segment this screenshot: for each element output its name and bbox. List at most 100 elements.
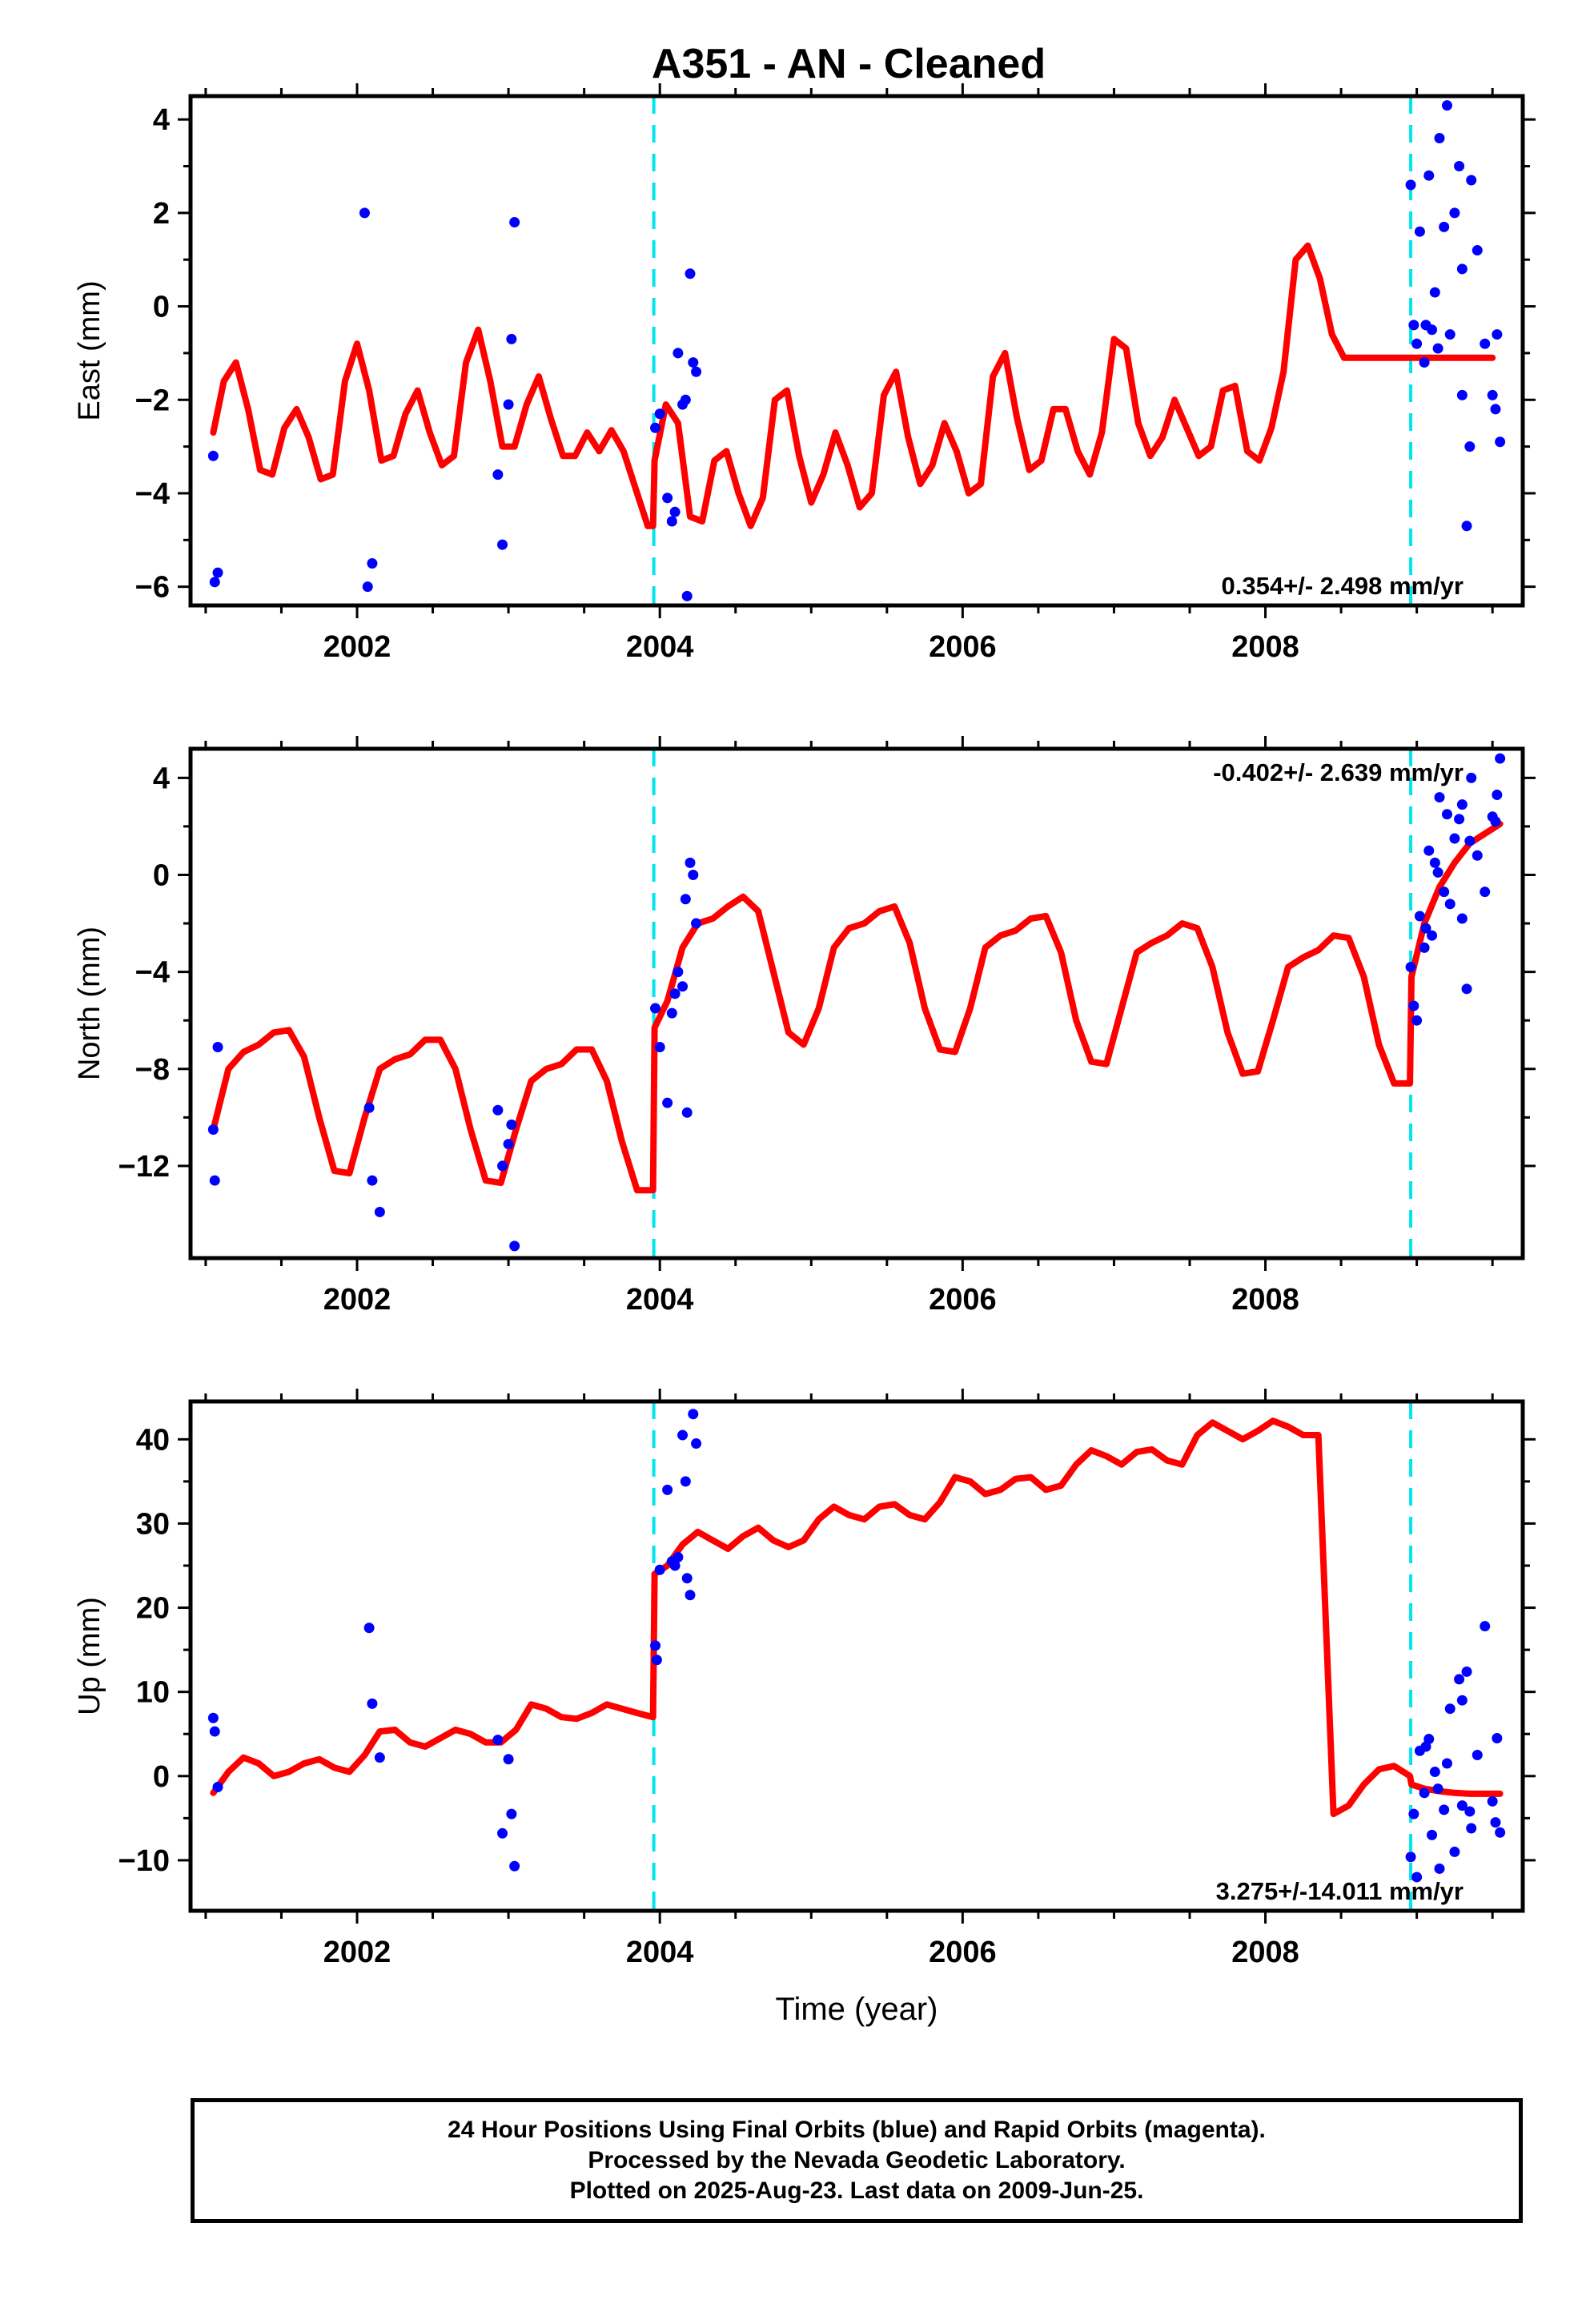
data-point bbox=[497, 1160, 508, 1172]
rate-label: -0.402+/- 2.639 mm/yr bbox=[1213, 758, 1464, 786]
y-tick-label: −8 bbox=[135, 1053, 170, 1087]
data-point bbox=[1432, 1783, 1443, 1795]
data-point bbox=[1466, 175, 1477, 186]
x-tick-label: 2004 bbox=[626, 630, 694, 664]
data-point bbox=[209, 1726, 220, 1737]
data-point bbox=[503, 399, 514, 410]
data-point bbox=[654, 1042, 665, 1053]
data-point bbox=[1414, 226, 1425, 237]
plot-frame bbox=[188, 1399, 1525, 1913]
data-point bbox=[1427, 930, 1438, 941]
data-point bbox=[681, 1573, 693, 1584]
data-point bbox=[509, 1860, 520, 1872]
data-point bbox=[1464, 441, 1476, 452]
y-tick-label: 40 bbox=[136, 1423, 170, 1457]
data-point bbox=[669, 1560, 681, 1571]
data-point bbox=[367, 1698, 378, 1709]
data-point bbox=[497, 1827, 508, 1839]
data-point bbox=[1456, 1695, 1468, 1706]
data-point bbox=[1405, 179, 1416, 191]
data-point bbox=[654, 1564, 665, 1575]
data-point bbox=[492, 1735, 504, 1746]
y-axis-label: Up (mm) bbox=[73, 1597, 106, 1715]
data-point bbox=[1492, 790, 1503, 801]
data-point bbox=[367, 557, 378, 569]
data-point bbox=[1444, 1703, 1456, 1715]
plot-frame bbox=[188, 746, 1525, 1261]
data-point bbox=[1454, 814, 1465, 825]
data-point bbox=[1434, 133, 1445, 144]
data-point bbox=[1444, 329, 1456, 340]
data-point bbox=[207, 1124, 219, 1135]
data-point bbox=[1490, 404, 1501, 415]
data-point bbox=[1487, 1795, 1498, 1807]
data-point bbox=[1439, 887, 1450, 898]
data-point bbox=[1439, 1804, 1450, 1815]
data-point bbox=[1449, 1846, 1460, 1857]
data-point bbox=[506, 333, 517, 344]
x-tick-label: 2008 bbox=[1231, 1936, 1299, 1969]
data-point bbox=[1461, 1666, 1472, 1677]
data-point bbox=[1464, 1806, 1476, 1817]
data-point bbox=[1495, 753, 1506, 764]
rate-label: 0.354+/- 2.498 mm/yr bbox=[1222, 572, 1464, 600]
data-point bbox=[650, 422, 661, 433]
data-point bbox=[509, 217, 520, 228]
data-point bbox=[662, 1097, 673, 1108]
data-point bbox=[506, 1119, 517, 1130]
data-point bbox=[1490, 816, 1501, 827]
data-point bbox=[492, 1104, 504, 1116]
data-point bbox=[1441, 1758, 1452, 1769]
data-point bbox=[1411, 1015, 1423, 1026]
data-point bbox=[662, 493, 673, 504]
data-point bbox=[1472, 1750, 1483, 1761]
data-point bbox=[1405, 962, 1416, 973]
data-point bbox=[677, 1429, 689, 1441]
data-point bbox=[1487, 389, 1498, 400]
data-point bbox=[650, 1640, 661, 1651]
data-point bbox=[1420, 923, 1431, 934]
data-point bbox=[1414, 911, 1425, 922]
data-point bbox=[1466, 772, 1477, 783]
footer-line-1: 24 Hour Positions Using Final Orbits (bl… bbox=[448, 2117, 1266, 2143]
x-tick-label: 2004 bbox=[626, 1283, 694, 1317]
data-point bbox=[1495, 436, 1506, 448]
x-tick-label: 2004 bbox=[626, 1936, 694, 1969]
data-point bbox=[1495, 1827, 1506, 1838]
data-point bbox=[669, 506, 681, 517]
data-point bbox=[1480, 887, 1491, 898]
data-point bbox=[685, 857, 696, 868]
data-point bbox=[1420, 320, 1431, 331]
data-point bbox=[1434, 1863, 1445, 1874]
data-point bbox=[1432, 343, 1443, 354]
data-point bbox=[1492, 329, 1503, 340]
data-point bbox=[1456, 1800, 1468, 1811]
data-point bbox=[207, 1712, 219, 1723]
data-point bbox=[1480, 338, 1491, 349]
x-tick-label: 2006 bbox=[929, 1936, 997, 1969]
data-point bbox=[1408, 1808, 1419, 1819]
data-point bbox=[1411, 1872, 1423, 1883]
data-point bbox=[212, 567, 223, 578]
y-tick-label: 0 bbox=[153, 291, 170, 324]
y-axis-label: North (mm) bbox=[73, 927, 106, 1080]
y-tick-label: −4 bbox=[135, 956, 170, 990]
data-point bbox=[363, 1622, 375, 1634]
data-point bbox=[669, 988, 681, 999]
y-tick-label: −12 bbox=[118, 1150, 170, 1184]
x-tick-label: 2002 bbox=[323, 1936, 391, 1969]
panel-east: 2002 2004 2006 2008 4 2 0 −2 −4 −6 East (mm) 0.354+… bbox=[73, 83, 1536, 664]
x-tick-label: 2008 bbox=[1231, 630, 1299, 664]
data-point bbox=[367, 1175, 378, 1186]
data-point bbox=[1423, 170, 1435, 181]
data-point bbox=[1427, 1829, 1438, 1840]
y-tick-label: −6 bbox=[135, 571, 170, 605]
data-point bbox=[666, 1007, 677, 1019]
data-point bbox=[1464, 835, 1476, 846]
data-point bbox=[650, 1003, 661, 1014]
data-point bbox=[503, 1139, 514, 1150]
plot-frame bbox=[188, 94, 1525, 608]
data-point bbox=[1461, 983, 1472, 995]
footer-line-3: Plotted on 2025-Aug-23. Last data on 200… bbox=[569, 2177, 1144, 2204]
y-tick-label: 30 bbox=[136, 1507, 170, 1541]
